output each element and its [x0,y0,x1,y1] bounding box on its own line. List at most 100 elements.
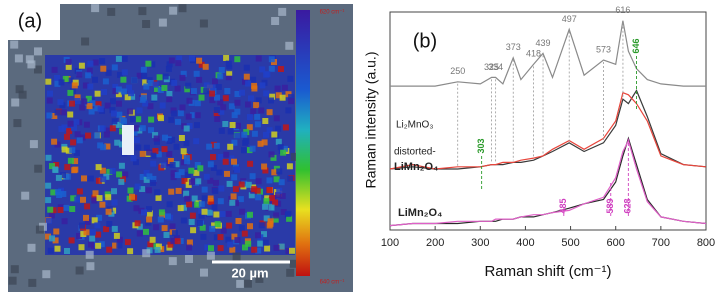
map-pixel [274,85,281,92]
bright-spot [122,125,134,155]
map-pixel [189,212,196,219]
map-pixel [110,98,116,105]
map-pixel [152,132,159,139]
micrograph-grain [168,257,177,266]
map-pixel [142,100,149,107]
map-pixel [213,179,219,186]
map-pixel [71,82,78,89]
map-pixel [130,155,137,162]
map-pixel [61,124,68,131]
map-pixel [111,110,117,117]
map-pixel [88,241,94,248]
map-pixel [136,230,143,237]
curve-label: distorted- [394,147,436,158]
map-pixel [100,65,107,72]
map-pixel [213,107,220,113]
map-pixel [52,237,59,244]
map-pixel [139,150,146,157]
map-pixel [166,201,173,208]
micrograph-grain [14,54,23,63]
map-pixel [109,125,116,132]
map-pixel [64,248,70,254]
map-pixel [72,158,79,165]
map-pixel [54,109,61,116]
map-pixel [46,97,53,104]
map-pixel [198,207,205,214]
map-pixel [251,186,258,193]
map-pixel [135,116,142,123]
map-pixel [232,186,239,193]
map-pixel [97,106,104,113]
map-pixel [47,247,54,254]
map-pixel [149,236,156,243]
map-pixel [266,177,273,184]
map-pixel [281,84,288,91]
micrograph-grain [25,55,34,64]
map-pixel [228,155,235,162]
map-pixel [247,211,253,218]
map-pixel [181,178,188,184]
map-pixel [255,194,262,201]
peak-label: 325 [484,62,499,72]
map-pixel [183,140,190,147]
map-pixel [173,235,180,241]
micrograph-grain [232,252,241,261]
map-pixel [225,60,232,67]
map-pixel [161,146,168,153]
map-pixel [117,121,124,128]
micrograph-grain [285,41,294,50]
map-pixel [166,91,173,97]
map-pixel [235,218,242,224]
map-pixel [76,71,83,78]
map-pixel [287,75,294,82]
map-pixel [275,125,282,132]
map-pixel [264,71,271,78]
peak-label: 616 [615,5,630,15]
map-pixel [154,246,161,253]
map-pixel [155,151,162,158]
map-pixel [61,146,68,153]
map-pixel [95,242,102,249]
map-pixel [55,174,62,181]
map-pixel [79,104,86,111]
map-pixel [269,93,276,100]
map-pixel [262,167,269,174]
colorbar [296,10,310,276]
map-pixel [185,181,192,188]
map-pixel [129,193,135,200]
map-pixel [275,92,282,99]
map-pixel [139,96,146,103]
map-pixel [245,80,252,87]
map-pixel [93,132,100,139]
map-pixel [111,225,118,232]
peak-label: 646 [631,38,641,53]
map-pixel [186,239,193,246]
map-pixel [149,61,156,68]
map-pixel [237,196,244,203]
map-pixel [180,148,187,155]
map-pixel [218,185,225,192]
colorbar-top: 620 cm⁻¹ [320,10,345,16]
micrograph-grain [18,90,27,99]
map-pixel [196,76,203,83]
map-pixel [94,222,101,229]
micrograph-grain [199,19,208,28]
map-pixel [104,127,110,134]
micrograph-grain [255,274,264,283]
map-pixel [143,228,149,235]
map-pixel [176,55,183,62]
map-pixel [201,195,208,202]
map-pixel [105,69,112,76]
map-pixel [62,75,69,82]
map-pixel [241,147,247,154]
map-pixel [47,206,54,213]
map-pixel [201,208,208,215]
map-pixel [74,98,81,104]
map-pixel [247,160,254,167]
map-pixel [218,127,225,134]
map-pixel [276,168,283,175]
map-pixel [170,170,177,177]
map-pixel [126,84,133,91]
map-pixel [242,244,248,251]
map-pixel [258,222,265,229]
